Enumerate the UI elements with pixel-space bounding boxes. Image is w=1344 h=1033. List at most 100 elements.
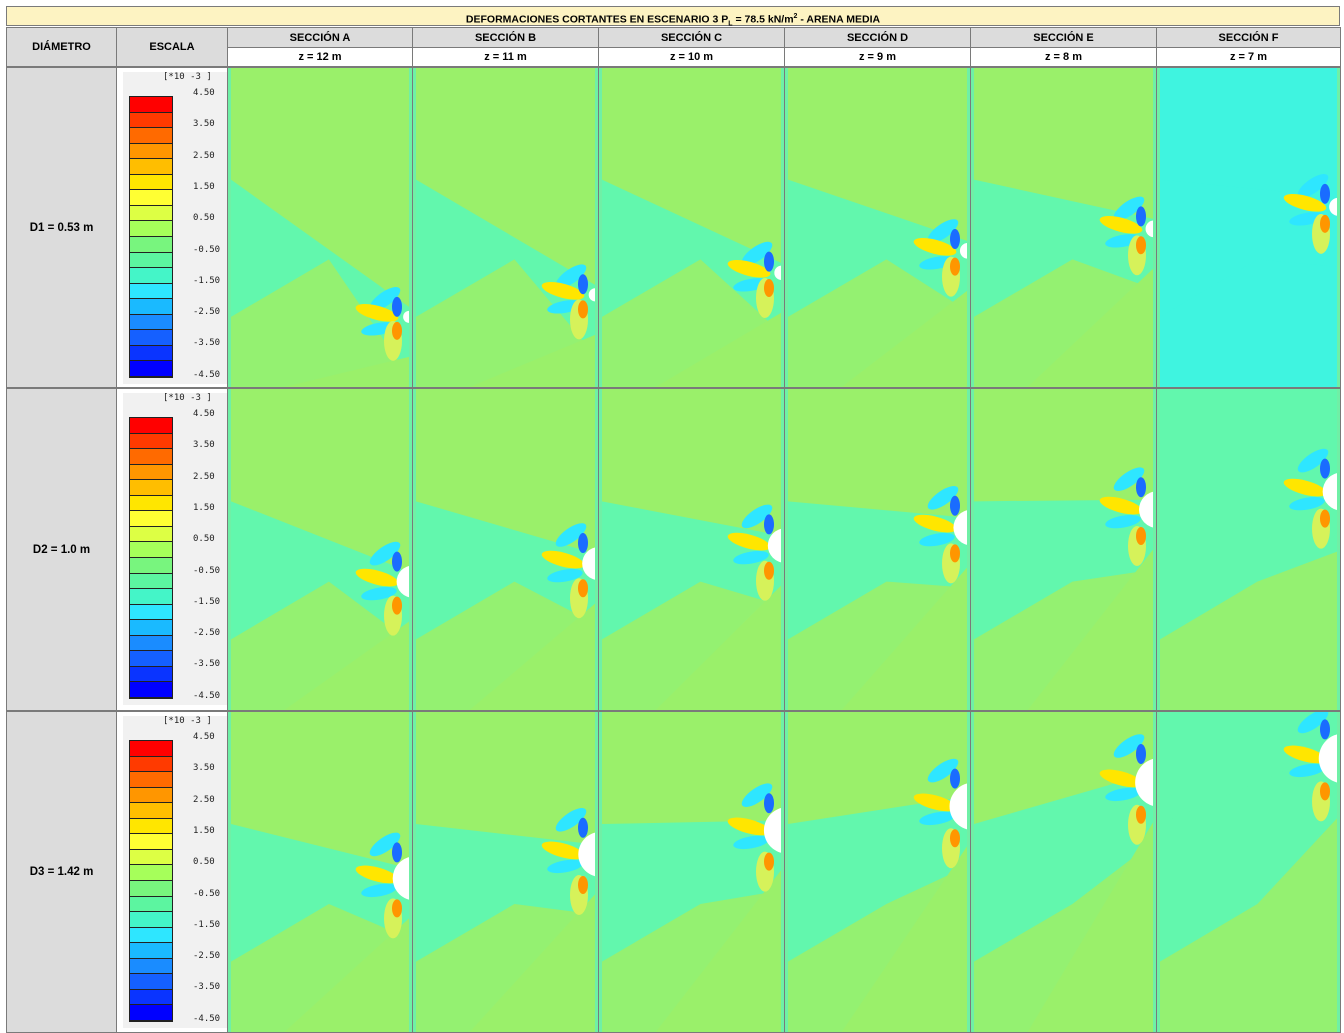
- section-depth-d: z = 9 m: [784, 47, 971, 67]
- legend-band: [130, 330, 172, 346]
- legend-band: [130, 361, 172, 377]
- legend-tick: -0.50: [193, 565, 221, 576]
- contour-plot-e: [970, 711, 1157, 1033]
- section-header-d: SECCIÓN D: [784, 27, 971, 48]
- contour-plot-f: [1156, 67, 1341, 388]
- contour-plot-d: [784, 388, 971, 711]
- legend-band: [130, 912, 172, 928]
- color-legend: [*10 -3 ] 4.50 3.50 2.50 1.50 0.50 -0.50 -1.50 -…: [123, 393, 227, 705]
- legend-tick: -2.50: [193, 951, 221, 962]
- legend-band: [130, 526, 172, 543]
- legend-band: [130, 989, 172, 1006]
- legend-band: [130, 495, 172, 512]
- legend-band: [130, 896, 172, 913]
- legend-band: [130, 449, 172, 465]
- legend-tick: 4.50: [193, 409, 215, 419]
- legend-band: [130, 112, 172, 129]
- legend-tick: 4.50: [193, 732, 215, 742]
- contour-plot-b: [412, 711, 599, 1033]
- legend-band: [130, 221, 172, 237]
- legend-band: [130, 174, 172, 191]
- section-depth-a: z = 12 m: [227, 47, 413, 67]
- legend-color-bar: [129, 96, 173, 378]
- diameter-cell: D3 = 1.42 m: [6, 711, 117, 1033]
- legend-tick: -3.50: [193, 659, 221, 670]
- legend-band: [130, 205, 172, 222]
- legend-band: [130, 143, 172, 160]
- scale-cell: [*10 -3 ] 4.50 3.50 2.50 1.50 0.50 -0.50 -1.50 -…: [116, 711, 228, 1033]
- legend-band: [130, 252, 172, 269]
- legend-band: [130, 97, 172, 113]
- legend-band: [130, 927, 172, 944]
- legend-tick: -3.50: [193, 982, 221, 993]
- legend-tick: 0.50: [193, 534, 215, 545]
- scale-cell: [*10 -3 ] 4.50 3.50 2.50 1.50 0.50 -0.50 -1.50 -…: [116, 388, 228, 711]
- contour-plot-c: [598, 67, 785, 388]
- legend-tick: -4.50: [193, 690, 221, 701]
- legend-band: [130, 573, 172, 590]
- legend-band: [130, 741, 172, 757]
- legend-tick: 2.50: [193, 794, 215, 805]
- legend-band: [130, 865, 172, 881]
- legend-unit: [*10 -3 ]: [163, 72, 212, 82]
- section-depth-f: z = 7 m: [1156, 47, 1341, 67]
- legend-band: [130, 772, 172, 788]
- legend-band: [130, 159, 172, 175]
- legend-tick: -1.50: [193, 919, 221, 930]
- legend-tick: 4.50: [193, 88, 215, 98]
- legend-band: [130, 558, 172, 574]
- legend-band: [130, 666, 172, 683]
- section-header-c: SECCIÓN C: [598, 27, 785, 48]
- legend-unit: [*10 -3 ]: [163, 393, 212, 403]
- legend-band: [130, 604, 172, 621]
- legend-tick: -2.50: [193, 628, 221, 639]
- legend-tick: 3.50: [193, 763, 215, 774]
- legend-band: [130, 818, 172, 835]
- legend-tick: 0.50: [193, 213, 215, 224]
- legend-tick: 3.50: [193, 440, 215, 451]
- legend-tick: -1.50: [193, 596, 221, 607]
- section-header-e: SECCIÓN E: [970, 27, 1157, 48]
- legend-band: [130, 881, 172, 897]
- legend-band: [130, 268, 172, 284]
- header-diameter: DIÁMETRO: [6, 27, 117, 67]
- table-title: DEFORMACIONES CORTANTES EN ESCENARIO 3 P…: [6, 6, 1340, 28]
- legend-band: [130, 803, 172, 819]
- legend-band: [130, 1005, 172, 1021]
- legend-unit: [*10 -3 ]: [163, 716, 212, 726]
- legend-band: [130, 974, 172, 990]
- legend-band: [130, 464, 172, 481]
- header-scale: ESCALA: [116, 27, 228, 67]
- legend-band: [130, 849, 172, 866]
- legend-color-bar: [129, 417, 173, 699]
- legend-tick: 2.50: [193, 471, 215, 482]
- color-legend: [*10 -3 ] 4.50 3.50 2.50 1.50 0.50 -0.50 -1.50 -…: [123, 716, 227, 1028]
- contour-plot-d: [784, 711, 971, 1033]
- legend-tick: -0.50: [193, 244, 221, 255]
- color-legend: [*10 -3 ] 4.50 3.50 2.50 1.50 0.50 -0.50 -1.50 -…: [123, 72, 227, 384]
- section-depth-b: z = 11 m: [412, 47, 599, 67]
- section-header-f: SECCIÓN F: [1156, 27, 1341, 48]
- legend-tick: 2.50: [193, 150, 215, 161]
- legend-tick: 1.50: [193, 181, 215, 192]
- legend-band: [130, 834, 172, 850]
- section-header-b: SECCIÓN B: [412, 27, 599, 48]
- legend-band: [130, 433, 172, 450]
- diameter-cell: D2 = 1.0 m: [6, 388, 117, 711]
- legend-tick: 0.50: [193, 857, 215, 868]
- contour-plot-e: [970, 388, 1157, 711]
- legend-tick: -4.50: [193, 1013, 221, 1024]
- legend-tick: -1.50: [193, 275, 221, 286]
- legend-band: [130, 787, 172, 804]
- legend-tick: 3.50: [193, 119, 215, 130]
- legend-band: [130, 589, 172, 605]
- contour-plot-f: [1156, 388, 1341, 711]
- contour-plot-b: [412, 388, 599, 711]
- legend-band: [130, 511, 172, 527]
- legend-tick: 1.50: [193, 825, 215, 836]
- contour-plot-a: [227, 711, 413, 1033]
- legend-tick: 1.50: [193, 502, 215, 513]
- scale-cell: [*10 -3 ] 4.50 3.50 2.50 1.50 0.50 -0.50 -1.50 -…: [116, 67, 228, 388]
- legend-band: [130, 299, 172, 315]
- contour-plot-c: [598, 711, 785, 1033]
